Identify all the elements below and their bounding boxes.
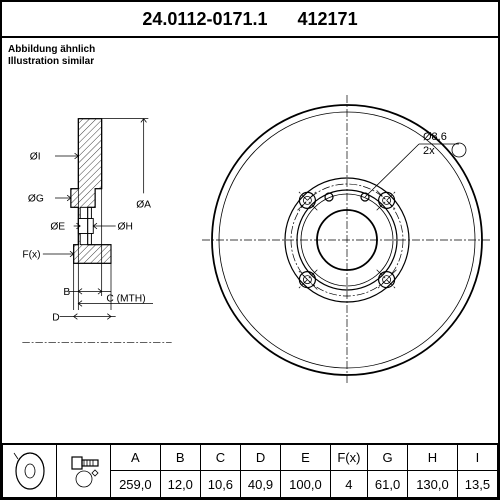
hole-count-label: 2x — [423, 145, 435, 157]
td-I: 13,5 — [457, 471, 497, 498]
td-E: 100,0 — [281, 471, 331, 498]
th-G: G — [367, 444, 407, 471]
diagram-container: 24.0112-0171.1 412171 Abbildung ähnlich … — [0, 0, 500, 500]
th-D: D — [240, 444, 280, 471]
dim-label-D: D — [52, 312, 59, 323]
th-F: F(x) — [330, 444, 367, 471]
dim-label-H: ØH — [118, 222, 133, 233]
th-A: A — [111, 444, 161, 471]
td-C: 10,6 — [200, 471, 240, 498]
dim-label-B: B — [63, 287, 70, 298]
dim-label-F: F(x) — [22, 250, 40, 261]
cross-section-view: ØI ØG ØE ØH ØA F(x) — [17, 100, 177, 380]
th-E: E — [281, 444, 331, 471]
th-B: B — [160, 444, 200, 471]
dim-label-I: ØI — [30, 152, 41, 163]
bolt-icon — [64, 449, 104, 493]
bolt-icon-cell — [57, 444, 111, 498]
dim-label-E: ØE — [50, 222, 65, 233]
td-D: 40,9 — [240, 471, 280, 498]
th-H: H — [408, 444, 458, 471]
front-view: Ø8,6 2x — [202, 80, 492, 400]
td-H: 130,0 — [408, 471, 458, 498]
td-G: 61,0 — [367, 471, 407, 498]
td-F: 4 — [330, 471, 367, 498]
th-I: I — [457, 444, 497, 471]
dim-label-A: ØA — [136, 199, 151, 210]
dim-label-G: ØG — [28, 194, 44, 205]
diagram-area: ØI ØG ØE ØH ØA F(x) — [2, 40, 498, 410]
part-number: 24.0112-0171.1 — [142, 9, 267, 30]
td-A: 259,0 — [111, 471, 161, 498]
rotor-icon-cell — [3, 444, 57, 498]
dim-label-C: C (MTH) — [106, 294, 145, 305]
th-C: C — [200, 444, 240, 471]
td-B: 12,0 — [160, 471, 200, 498]
table-header-row: A B C D E F(x) G H I — [3, 444, 498, 471]
rotor-icon — [10, 449, 50, 493]
hole-diameter-label: Ø8,6 — [423, 131, 447, 143]
header-bar: 24.0112-0171.1 412171 — [2, 2, 498, 38]
ref-number: 412171 — [298, 9, 358, 30]
spec-table: A B C D E F(x) G H I 259,0 12,0 10,6 40,… — [2, 443, 498, 498]
